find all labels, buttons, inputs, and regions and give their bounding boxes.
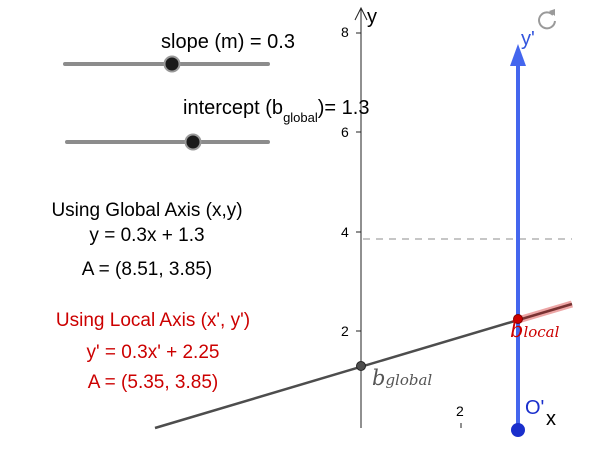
local-x-axis-label: x bbox=[546, 408, 556, 430]
global-equation: y = 0.3x + 1.3 bbox=[89, 225, 205, 246]
y-tick-label-8: 8 bbox=[341, 24, 349, 40]
b-local-point[interactable] bbox=[513, 314, 523, 324]
local-point-a: A = (5.35, 3.85) bbox=[87, 372, 219, 393]
x-tick-label-2: 2 bbox=[456, 403, 464, 419]
y-tick-label-4: 4 bbox=[341, 224, 349, 240]
b-global-label-main: b bbox=[372, 366, 386, 390]
refresh-icon[interactable] bbox=[534, 7, 560, 33]
b-global-label-sub: global bbox=[385, 371, 433, 389]
b-local-label: blocal bbox=[510, 318, 559, 342]
local-y-axis-arrow bbox=[510, 44, 526, 66]
b-local-label-sub: local bbox=[523, 323, 560, 341]
local-equation: y' = 0.3x' + 2.25 bbox=[86, 342, 220, 363]
b-global-label: bglobal bbox=[372, 366, 432, 390]
intercept-label-end: )= 1.3 bbox=[317, 97, 370, 119]
y-axis-arrow bbox=[354, 6, 368, 21]
local-y-axis-label: y' bbox=[521, 28, 535, 50]
global-point-a: A = (8.51, 3.85) bbox=[81, 259, 213, 280]
intercept-slider-handle[interactable] bbox=[184, 133, 202, 151]
b-local-label-main: b bbox=[510, 318, 524, 342]
slope-slider-label: slope (m) = 0.3 bbox=[161, 31, 295, 53]
y-tick-label-2: 2 bbox=[341, 323, 349, 339]
intercept-label-main: intercept (b bbox=[183, 97, 284, 119]
intercept-slider-label: intercept (bglobal)= 1.3 bbox=[183, 96, 370, 125]
slope-slider-handle[interactable] bbox=[163, 55, 181, 73]
b-global-point[interactable] bbox=[356, 361, 366, 371]
function-line-highlight bbox=[517, 300, 573, 324]
local-origin-label: O' bbox=[525, 397, 545, 419]
y-tick-label-6: 6 bbox=[341, 124, 349, 140]
local-origin-point[interactable] bbox=[511, 423, 525, 437]
intercept-label-sub: global bbox=[283, 110, 318, 125]
global-info-heading: Using Global Axis (x,y) bbox=[51, 200, 243, 221]
local-info-heading: Using Local Axis (x', y') bbox=[55, 310, 251, 331]
y-axis-label: y bbox=[367, 6, 377, 28]
